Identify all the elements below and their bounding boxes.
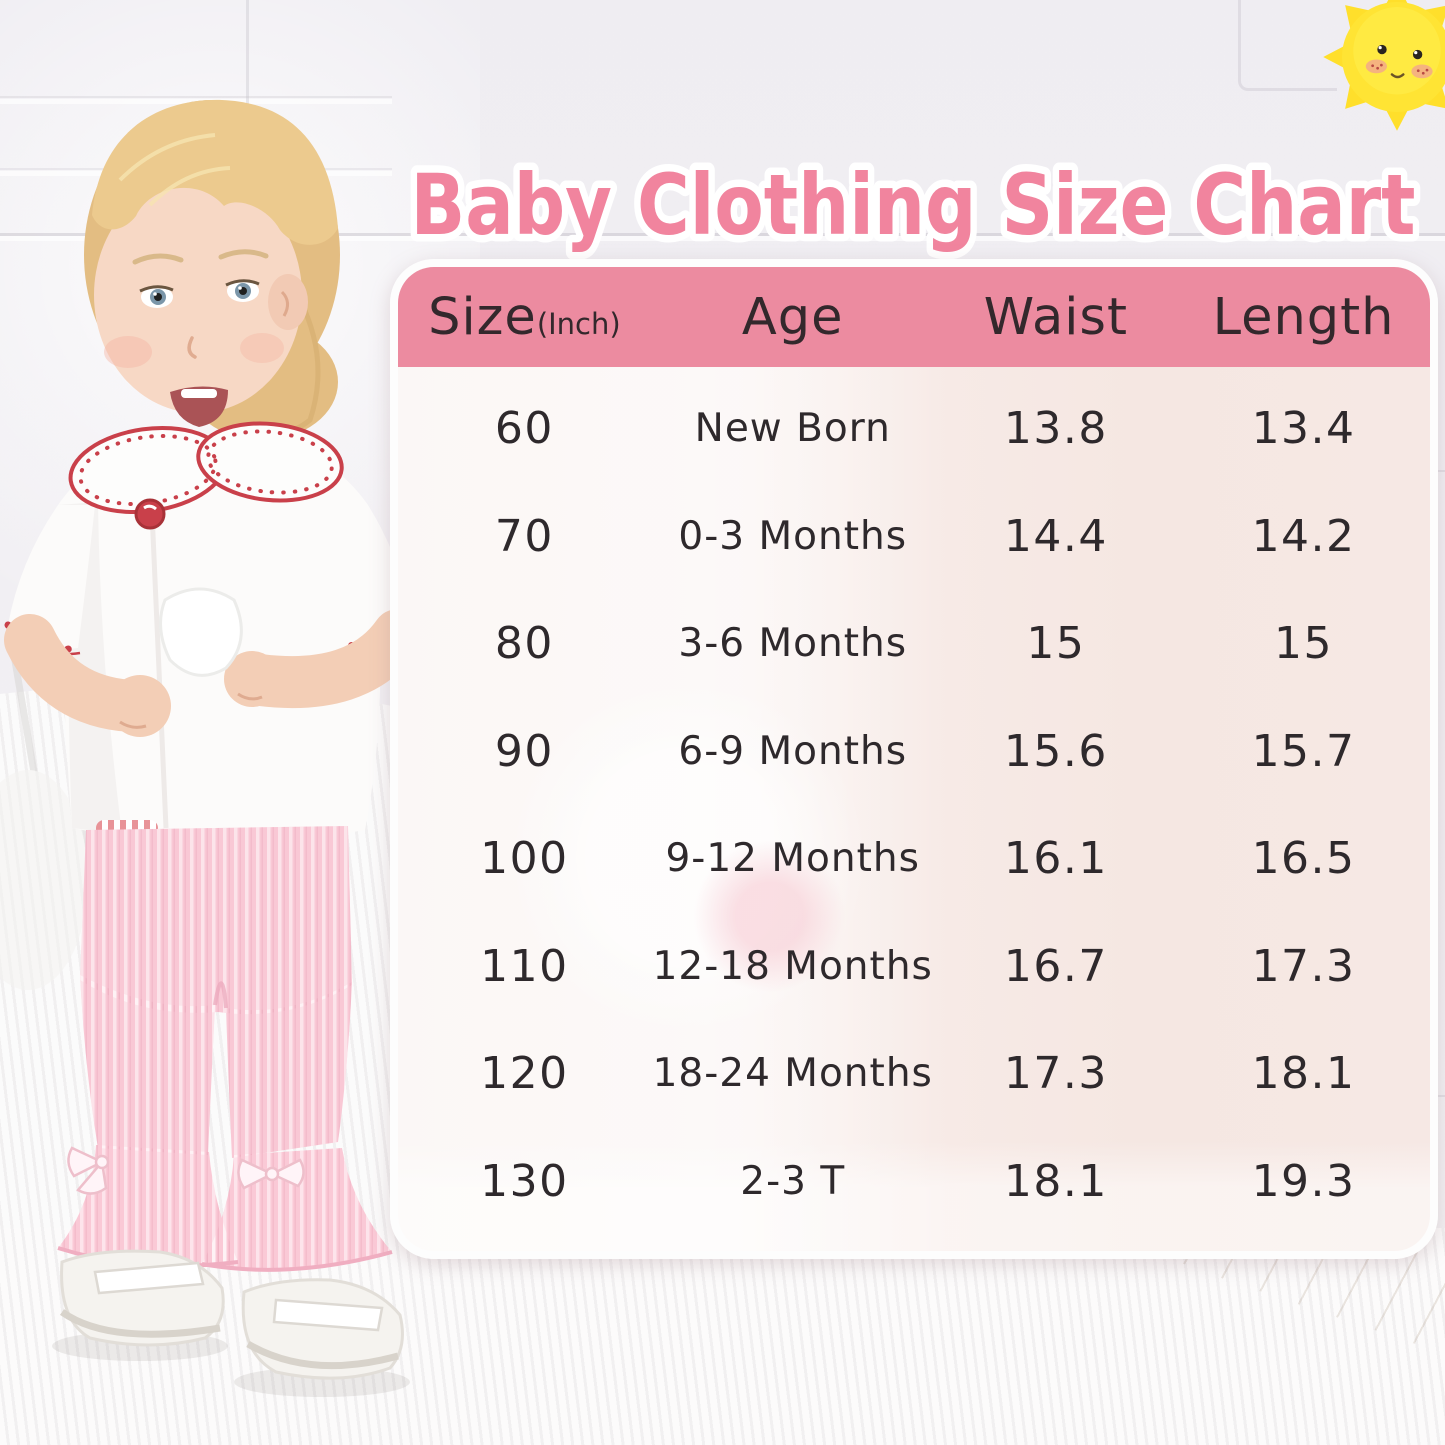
eyes [139,279,260,308]
table-row: 100 9-12 Months 16.1 16.5 [398,833,1430,884]
cell-size: 80 [494,618,554,670]
cell-age: 18-24 Months [652,1051,933,1097]
collar [68,421,344,515]
cell-size: 130 [480,1155,569,1207]
white-shoes [59,1249,404,1380]
header-size-label: Size [428,287,537,347]
sun-icon [1323,0,1445,131]
pink-flare-pants [57,826,393,1272]
cell-length: 14.2 [1251,510,1356,562]
header-size-unit: (Inch) [536,306,621,341]
cell-age: 12-18 Months [652,943,933,989]
cell-age: New Born [694,406,891,452]
table-row: 110 12-18 Months 16.7 17.3 [398,941,1430,992]
cell-length: 15 [1274,618,1334,670]
table-row: 120 18-24 Months 17.3 18.1 [398,1048,1430,1099]
table-row: 80 3-6 Months 15 15 [398,618,1430,669]
cell-waist: 17.3 [1003,1048,1108,1100]
cell-length: 16.5 [1251,833,1356,885]
cell-age: 3-6 Months [678,621,908,667]
cell-waist: 16.7 [1003,940,1108,992]
cell-size: 100 [480,833,569,885]
table-body: 60 New Born 13.8 13.4 70 0-3 Months 14.4… [398,367,1430,1251]
cell-size: 90 [494,725,554,777]
cell-size: 110 [480,940,569,992]
cell-waist: 15.6 [1003,725,1108,777]
cell-age: 2-3 T [740,1158,846,1204]
header-age: Age [741,287,844,347]
cell-length: 17.3 [1251,940,1356,992]
cell-length: 18.1 [1251,1048,1356,1100]
cell-length: 13.4 [1251,403,1356,455]
cell-waist: 18.1 [1003,1155,1108,1207]
table-row: 130 2-3 T 18.1 19.3 [398,1156,1430,1207]
ankle-bows [67,1146,305,1195]
header-waist: Waist [983,287,1128,347]
cell-size: 60 [494,403,554,455]
cell-length: 15.7 [1251,725,1356,777]
page-title: Baby Clothing Size Chart [411,156,1416,254]
table-header-row: Size(Inch) Age Waist Length [398,267,1430,367]
cell-waist: 16.1 [1003,833,1108,885]
header-size: Size(Inch) [398,288,651,347]
table-row: 60 New Born 13.8 13.4 [398,403,1430,454]
cell-waist: 14.4 [1003,510,1108,562]
cell-waist: 15 [1026,618,1086,670]
page-title-svg: Baby Clothing Size Chart [403,149,1423,262]
cell-size: 120 [480,1048,569,1100]
wall-molding-line [0,233,1445,241]
cell-age: 9-12 Months [665,836,920,882]
header-length: Length [1212,287,1395,347]
size-chart-panel: Size(Inch) Age Waist Length 60 New Born … [390,259,1438,1259]
table-row: 70 0-3 Months 14.4 14.2 [398,511,1430,562]
cell-size: 70 [494,510,554,562]
table-row: 90 6-9 Months 15.6 15.7 [398,726,1430,777]
wall-frame-corner [1238,0,1337,91]
cell-length: 19.3 [1251,1155,1356,1207]
baby-photo-illustration [0,99,424,1397]
cell-waist: 13.8 [1003,403,1108,455]
cell-age: 0-3 Months [678,513,908,559]
cell-age: 6-9 Months [678,728,908,774]
